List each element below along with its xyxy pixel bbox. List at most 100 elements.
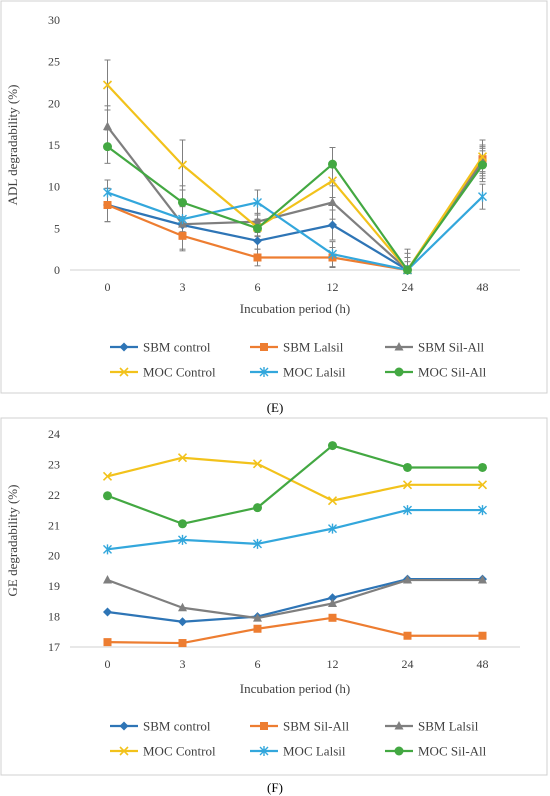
data-point-moc-control (177, 160, 188, 170)
data-point-sbm-control (253, 236, 262, 246)
y-tick-label: 23 (48, 457, 60, 471)
data-point-sbm-lalsil (253, 253, 262, 262)
data-point-sbm-sil-all (103, 638, 112, 647)
series-line-moc-sil-all (106, 145, 484, 272)
series-line-sbm-lalsil (107, 158, 484, 272)
data-point-moc-sil-all (403, 265, 412, 275)
legend-marker (394, 746, 404, 756)
data-point-sbm-control (328, 593, 337, 603)
data-point-moc-sil-all (328, 441, 337, 451)
series-line-sbm-control (107, 162, 484, 272)
panel-f-frame (0, 417, 548, 776)
x-tick-label: 48 (477, 657, 489, 671)
data-point-sbm-control (178, 617, 187, 627)
data-point-moc-control (477, 480, 488, 490)
y-tick-label: 5 (54, 221, 60, 235)
y-tick-label: 21 (48, 518, 60, 532)
legend-marker (119, 721, 129, 731)
data-point-sbm-lalsil (403, 575, 412, 584)
legend-item-moc-control: MOC Control (110, 365, 216, 380)
x-tick-label: 3 (180, 657, 186, 671)
data-point-moc-sil-all (103, 142, 112, 152)
data-point-moc-lalsil (478, 505, 487, 516)
data-point-moc-lalsil (253, 538, 262, 549)
legend-item-sbm-control: SBM control (110, 340, 211, 355)
data-point-sbm-lalsil (253, 613, 262, 622)
data-point-moc-control (327, 496, 338, 506)
legend-item-moc-lalsil: MOC Lalsil (250, 744, 346, 759)
data-point-moc-sil-all (478, 462, 487, 472)
data-point-moc-lalsil (328, 523, 337, 534)
panel-label-f: (F) (267, 780, 283, 795)
x-tick-label: 6 (255, 280, 261, 294)
x-tick-label: 24 (402, 280, 414, 294)
x-tick-label: 3 (180, 280, 186, 294)
legend-marker (259, 746, 269, 756)
legend-item-moc-control: MOC Control (110, 744, 216, 759)
legend-item-sbm-control: SBM control (110, 719, 211, 734)
data-point-sbm-sil-all (328, 613, 337, 622)
data-point-moc-sil-all (253, 223, 262, 233)
legend-item-moc-lalsil: MOC Lalsil (250, 365, 346, 380)
legend-item-sbm-lalsil: SBM Lalsil (250, 340, 344, 355)
panel-label-e: (E) (267, 400, 284, 415)
legend-item-sbm-lalsil: SBM Lalsil (385, 719, 479, 734)
legend-label: MOC Control (143, 365, 216, 380)
data-point-moc-control (327, 176, 338, 186)
data-point-moc-sil-all (328, 159, 337, 169)
legend-marker (260, 722, 268, 730)
data-point-moc-lalsil (178, 214, 187, 225)
legend-marker (394, 342, 404, 351)
chart-ge-degradability: 17 18 19 20 21 22 23 24 0 3 6 12 24 48 Incubation peri… (5, 427, 520, 759)
data-point-moc-lalsil (253, 197, 262, 208)
data-point-sbm-sil-all (253, 624, 262, 633)
series-line-moc-control (107, 456, 483, 502)
data-point-sbm-sil-all (478, 631, 487, 640)
x-tick-label: 12 (327, 657, 339, 671)
y-axis-title: ADL degradability (%) (5, 85, 20, 206)
x-tick-label: 0 (105, 657, 111, 671)
data-point-moc-control (402, 480, 413, 490)
data-point-sbm-control (328, 220, 337, 230)
x-axis-title: Incubation period (h) (240, 681, 350, 696)
data-point-sbm-sil-all (328, 197, 337, 206)
y-tick-label: 30 (48, 13, 60, 27)
data-point-moc-lalsil (178, 534, 187, 545)
legend-label: SBM Sil-All (418, 340, 484, 355)
data-point-moc-lalsil (103, 187, 112, 198)
legend-marker (119, 367, 129, 377)
data-point-sbm-sil-all (403, 631, 412, 640)
legend-label: MOC Sil-All (418, 744, 487, 759)
data-point-moc-sil-all (253, 503, 262, 513)
data-point-moc-control (102, 80, 113, 90)
data-point-sbm-lalsil (178, 231, 187, 240)
legend-marker (119, 342, 129, 352)
legend-label: SBM control (143, 340, 211, 355)
series-line-sbm-lalsil (107, 578, 483, 620)
data-point-moc-sil-all (178, 519, 187, 529)
legend-label: SBM Lalsil (418, 719, 479, 734)
legend-label: SBM Sil-All (283, 719, 349, 734)
x-tick-label: 48 (477, 280, 489, 294)
y-tick-label: 25 (48, 55, 60, 69)
data-point-sbm-lalsil (478, 575, 487, 584)
data-point-moc-control (477, 152, 488, 162)
legend-marker (260, 343, 268, 351)
legend-item-sbm-sil-all: SBM Sil-All (250, 719, 349, 734)
data-point-moc-sil-all (178, 198, 187, 207)
x-tick-label: 6 (255, 657, 261, 671)
legend-label: SBM Lalsil (283, 340, 344, 355)
data-point-sbm-lalsil (328, 598, 337, 607)
y-tick-label: 24 (48, 427, 60, 441)
data-point-sbm-lalsil (178, 602, 187, 612)
series-line-moc-sil-all (107, 444, 483, 525)
data-point-moc-control (102, 471, 113, 481)
y-tick-label: 18 (48, 610, 60, 624)
data-point-moc-lalsil (478, 191, 487, 202)
y-tick-label: 15 (48, 138, 60, 152)
data-point-moc-sil-all (478, 160, 487, 170)
legend-item-moc-sil-all: MOC Sil-All (385, 365, 487, 380)
x-tick-label: 12 (327, 280, 339, 294)
x-axis-title: Incubation period (h) (240, 301, 350, 316)
data-point-sbm-control (103, 607, 112, 617)
